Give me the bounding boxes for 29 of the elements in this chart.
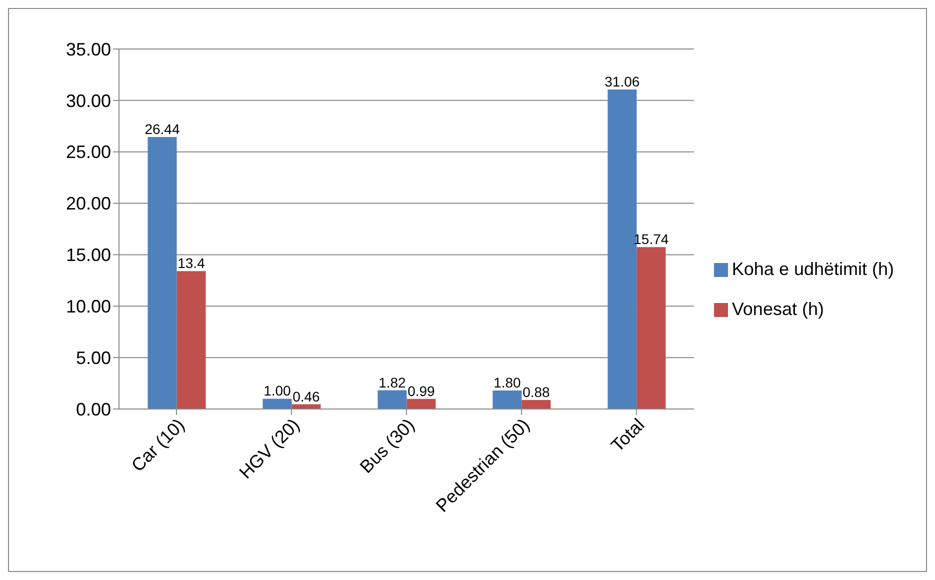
data-label: 0.46 (292, 388, 320, 404)
data-label: 1.82 (378, 374, 406, 390)
bar (492, 390, 522, 409)
data-label: 26.44 (144, 121, 180, 138)
legend-label: Koha e udhëtimit (h) (732, 259, 894, 279)
y-tick-label: 5.00 (76, 348, 111, 368)
data-label: 0.99 (408, 382, 436, 399)
y-tick-label: 0.00 (76, 399, 111, 420)
legend-label: Vonesat (h) (732, 299, 824, 319)
y-tick-label: 15.00 (66, 245, 111, 266)
bar (262, 398, 292, 409)
x-tick-label: Car (10) (128, 414, 188, 476)
data-label: 0.88 (522, 384, 550, 400)
bar (406, 398, 436, 409)
data-label: 1.80 (494, 374, 522, 390)
data-label: 13.4 (178, 255, 206, 272)
bar (378, 390, 407, 409)
y-tick-label: 30.00 (66, 90, 111, 111)
bar (148, 137, 177, 409)
y-tick-label: 35.00 (66, 39, 111, 60)
bar (636, 247, 666, 409)
y-tick-label: 25.00 (66, 142, 111, 162)
y-tick-label: 20.00 (66, 194, 111, 214)
y-tick-label: 10.00 (66, 296, 111, 317)
bar (176, 271, 206, 409)
bar (522, 400, 551, 409)
data-label: 1.00 (264, 382, 292, 399)
data-label: 31.06 (604, 74, 640, 90)
x-tick-label: Bus (30) (356, 414, 418, 477)
